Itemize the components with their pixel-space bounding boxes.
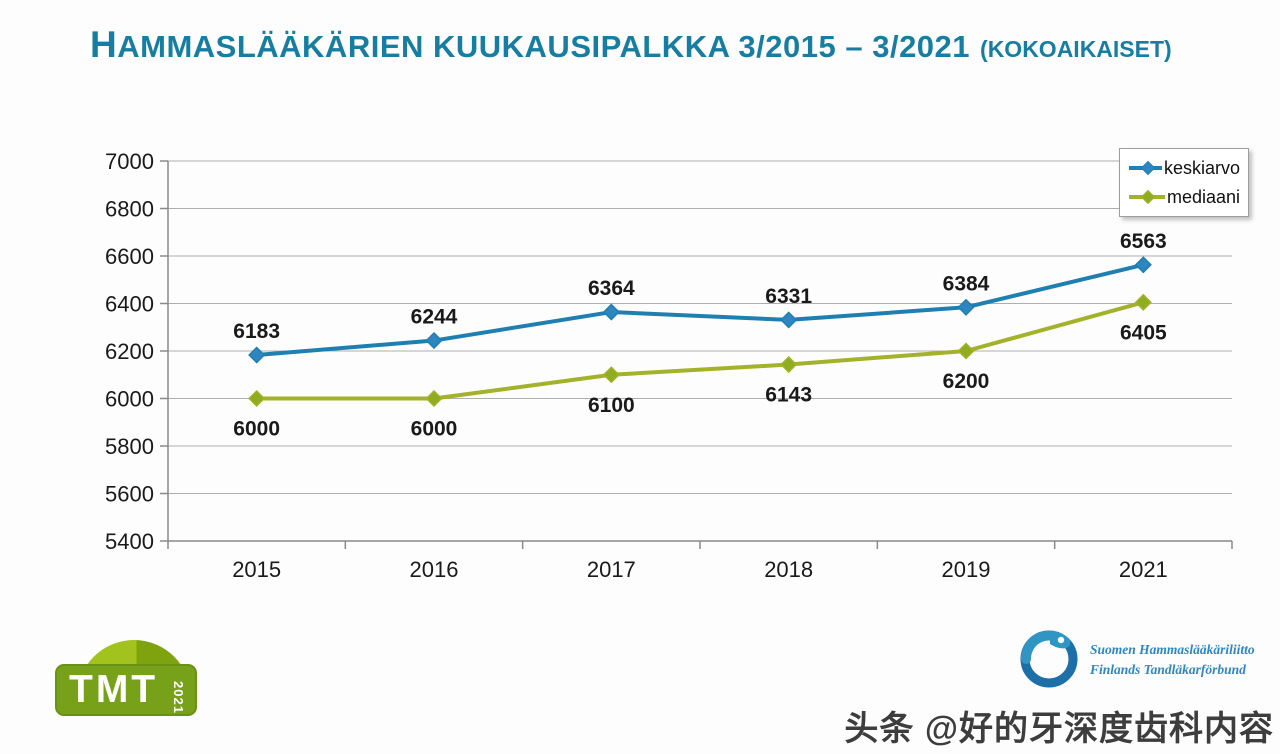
marker-keskiarvo-2016	[425, 331, 443, 350]
dental-association-name-sv: Finlands Tandläkarförbund	[1090, 661, 1246, 677]
marker-mediaani-2015	[248, 389, 266, 408]
data-label-keskiarvo-2018: 6331	[765, 285, 812, 308]
marker-mediaani-2019	[957, 342, 975, 360]
tmt-logo-year: 2021	[171, 681, 187, 714]
marker-keskiarvo-2019	[957, 298, 975, 316]
marker-keskiarvo-2017	[602, 303, 620, 321]
x-tick-label: 2017	[587, 557, 636, 582]
legend-item-mediaani: mediaani	[1128, 185, 1240, 209]
legend-label-keskiarvo: keskiarvo	[1163, 157, 1240, 178]
data-label-mediaani-2018: 6143	[765, 384, 812, 407]
data-label-mediaani-2019: 6200	[943, 370, 990, 393]
tmt-logo-plate: TMT 2021	[55, 664, 197, 716]
y-tick-label: 5600	[105, 482, 154, 507]
x-tick-label: 2015	[232, 557, 281, 582]
y-tick-label: 5400	[105, 529, 154, 554]
y-tick-label: 5800	[105, 434, 154, 459]
page-title-main: HAMMASLÄÄKÄRIEN KUUKAUSIPALKKA 3/2015 – …	[90, 24, 971, 65]
ouroboros-circle-icon	[1020, 630, 1078, 688]
marker-keskiarvo-2018	[780, 311, 798, 329]
y-tick-label: 6800	[105, 197, 154, 222]
chart-legend: keskiarvo mediaani	[1119, 148, 1249, 217]
data-label-mediaani-2016: 6000	[411, 418, 458, 441]
x-tick-label: 2018	[764, 557, 813, 582]
legend-marker-keskiarvo	[1129, 160, 1162, 176]
tmt-logo: TMT 2021	[55, 634, 210, 744]
data-label-keskiarvo-2017: 6364	[588, 277, 635, 300]
legend-label-mediaani: mediaani	[1166, 186, 1240, 207]
marker-mediaani-2017	[602, 366, 620, 384]
marker-mediaani-2016	[425, 389, 443, 408]
y-tick-label: 6400	[105, 292, 154, 317]
x-tick-label: 2019	[942, 557, 991, 582]
dental-association-name-fi: Suomen Hammaslääkäriliitto	[1090, 642, 1255, 657]
watermark-text: 头条 @好的牙深度齿科内容	[844, 710, 1274, 748]
marker-keskiarvo-2015	[248, 346, 266, 364]
y-tick-label: 6000	[105, 387, 154, 412]
data-label-keskiarvo-2021: 6563	[1120, 230, 1167, 253]
x-tick-label: 2021	[1119, 557, 1168, 582]
tmt-logo-text: TMT	[69, 668, 159, 711]
dental-association-name: Suomen Hammaslääkäriliitto Finlands Tand…	[1090, 640, 1255, 679]
page-title: HAMMASLÄÄKÄRIEN KUUKAUSIPALKKA 3/2015 – …	[90, 24, 1172, 66]
page-title-suffix: (KOKOAIKAISET)	[980, 36, 1172, 62]
series-line-keskiarvo	[254, 262, 1146, 358]
data-label-keskiarvo-2015: 6183	[233, 320, 280, 343]
data-label-mediaani-2017: 6100	[588, 394, 635, 417]
data-label-keskiarvo-2016: 6244	[411, 306, 458, 329]
dental-association-logo: Suomen Hammaslääkäriliitto Finlands Tand…	[1020, 628, 1270, 698]
data-label-mediaani-2021: 6405	[1120, 321, 1167, 344]
legend-item-keskiarvo: keskiarvo	[1128, 156, 1240, 180]
legend-marker-mediaani	[1129, 189, 1165, 205]
marker-keskiarvo-2021	[1134, 256, 1152, 274]
y-tick-label: 6200	[105, 339, 154, 364]
data-label-keskiarvo-2019: 6384	[943, 272, 990, 295]
y-tick-label: 6600	[105, 244, 154, 269]
series-line-mediaani	[254, 300, 1146, 401]
marker-mediaani-2021	[1134, 293, 1152, 311]
x-tick-label: 2016	[410, 557, 459, 582]
data-label-mediaani-2015: 6000	[233, 418, 280, 441]
y-tick-label: 7000	[105, 149, 154, 174]
marker-mediaani-2018	[780, 355, 798, 374]
